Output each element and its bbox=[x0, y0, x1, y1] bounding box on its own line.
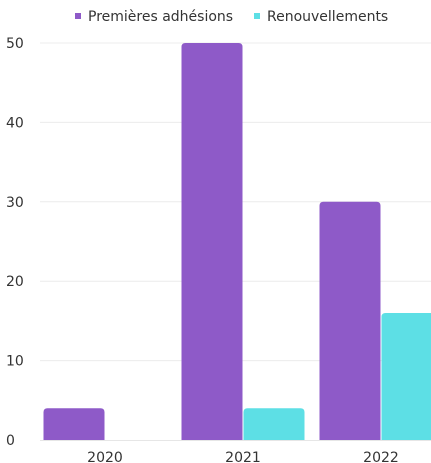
bar-premieres-adhesions-2022 bbox=[319, 201, 381, 440]
axes: 0 10 20 30 40 50 2020 2021 2022 bbox=[6, 36, 431, 463]
y-tick-label: 30 bbox=[6, 195, 24, 211]
legend-swatch bbox=[254, 13, 260, 19]
bars bbox=[43, 43, 431, 440]
y-tick-label: 50 bbox=[6, 36, 24, 52]
y-tick-label: 10 bbox=[6, 354, 24, 370]
legend-label: Renouvellements bbox=[267, 9, 388, 25]
legend-swatch bbox=[75, 13, 81, 19]
x-tick-label: 2020 bbox=[87, 450, 123, 463]
x-tick-label: 2022 bbox=[363, 450, 399, 463]
legend: Premières adhésions Renouvellements bbox=[75, 9, 388, 25]
legend-label: Premières adhésions bbox=[88, 9, 233, 25]
y-tick-label: 20 bbox=[6, 274, 24, 290]
bar-premieres-adhesions-2021 bbox=[181, 43, 243, 440]
x-tick-label: 2021 bbox=[225, 450, 261, 463]
bar-renouvellements-2022 bbox=[381, 312, 431, 440]
bar-premieres-adhesions-2020 bbox=[43, 408, 105, 440]
bar-renouvellements-2021 bbox=[243, 408, 305, 440]
y-tick-label: 40 bbox=[6, 115, 24, 131]
y-tick-label: 0 bbox=[6, 433, 15, 449]
